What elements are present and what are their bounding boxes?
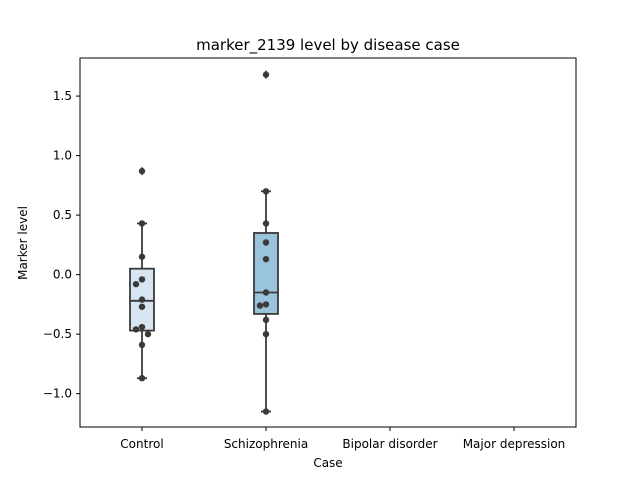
x-tick-label: Major depression xyxy=(463,437,566,451)
data-point xyxy=(138,167,146,175)
data-point xyxy=(262,301,270,308)
data-point xyxy=(262,255,270,263)
data-point xyxy=(138,276,146,283)
x-tick-label: Schizophrenia xyxy=(224,437,308,451)
data-point xyxy=(144,330,152,338)
data-point xyxy=(138,323,146,331)
data-point xyxy=(132,326,140,333)
data-point xyxy=(262,289,270,296)
data-point xyxy=(262,330,270,338)
y-tick-label: −0.5 xyxy=(43,327,72,341)
data-point xyxy=(138,374,146,382)
y-tick-label: −1.0 xyxy=(43,387,72,401)
plot-frame xyxy=(79,57,577,428)
plot-area: −1.0 −0.5 0.0 0.5 1.0 1.5 Control Schizophrenia… xyxy=(43,57,577,451)
data-point xyxy=(262,220,270,227)
box-group-schizophrenia xyxy=(253,70,279,415)
data-point xyxy=(138,303,146,310)
data-point xyxy=(262,239,270,246)
box-iqr xyxy=(253,232,279,315)
y-tick-label: 1.5 xyxy=(53,89,72,103)
x-axis-label: Case xyxy=(313,456,342,470)
data-point xyxy=(138,341,146,349)
y-tick-label: 1.0 xyxy=(53,149,72,163)
data-point xyxy=(262,188,270,195)
data-point xyxy=(132,280,140,288)
x-tick-label: Control xyxy=(120,437,163,451)
data-point xyxy=(256,302,264,309)
box-group-control xyxy=(129,166,155,382)
y-axis-label: Marker level xyxy=(16,206,30,280)
data-point xyxy=(138,296,146,303)
data-point xyxy=(138,220,146,227)
y-tick-label: 0.5 xyxy=(53,208,72,222)
chart-title: marker_2139 level by disease case xyxy=(196,36,460,55)
data-point xyxy=(262,316,270,324)
data-point xyxy=(138,253,146,260)
x-tick-label: Bipolar disorder xyxy=(342,437,437,451)
data-point xyxy=(262,408,270,415)
y-tick-label: 0.0 xyxy=(53,268,72,282)
data-point xyxy=(262,71,270,78)
